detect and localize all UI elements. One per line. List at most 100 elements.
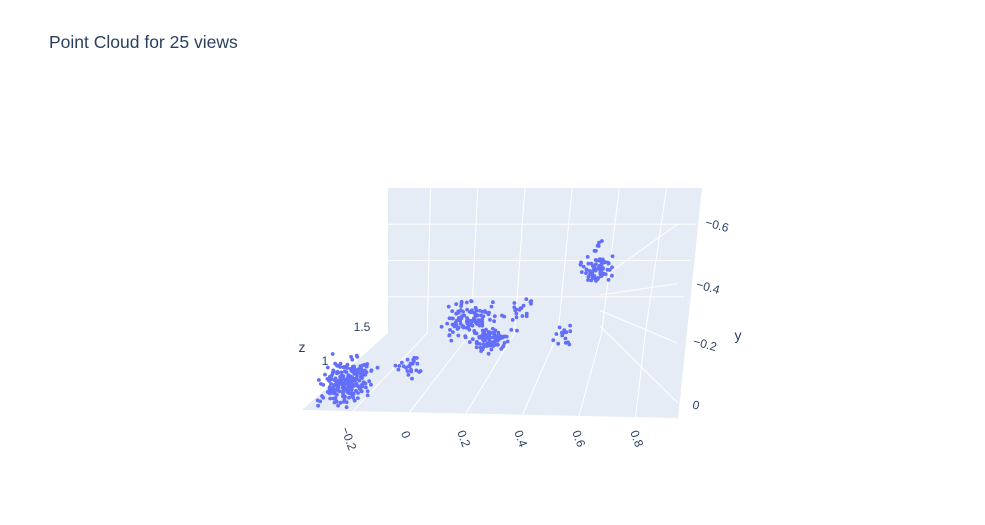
point-544 xyxy=(603,272,608,277)
point-203 xyxy=(334,363,339,368)
point-355 xyxy=(469,299,473,303)
point-16 xyxy=(365,389,370,394)
point-146 xyxy=(317,378,321,382)
point-402 xyxy=(502,341,507,345)
chart-title: Point Cloud for 25 views xyxy=(49,32,238,52)
point-389 xyxy=(505,339,510,344)
point-350 xyxy=(454,311,459,316)
point-304 xyxy=(474,320,479,325)
point-488 xyxy=(561,330,566,335)
point-425 xyxy=(474,345,479,350)
point-436 xyxy=(478,335,483,340)
point-187 xyxy=(360,382,365,387)
point-192 xyxy=(342,381,347,386)
point-210 xyxy=(341,386,346,391)
point-226 xyxy=(346,386,350,390)
point-348 xyxy=(473,305,478,310)
point-137 xyxy=(331,396,336,401)
point-219 xyxy=(332,389,337,394)
y-tick-label: −0.4 xyxy=(695,277,722,297)
point-340 xyxy=(445,321,450,326)
point-559 xyxy=(606,261,611,266)
point-564 xyxy=(595,243,600,248)
point-181 xyxy=(349,355,353,359)
point-134 xyxy=(327,388,332,393)
point-343 xyxy=(491,300,495,305)
point-188 xyxy=(329,373,334,378)
point-70 xyxy=(338,365,342,369)
point-460 xyxy=(510,318,515,322)
point-545 xyxy=(586,278,590,282)
point-189 xyxy=(363,372,368,377)
point-215 xyxy=(341,365,346,370)
point-250 xyxy=(412,359,416,363)
point-225 xyxy=(332,378,337,382)
point-367 xyxy=(480,323,485,328)
point-557 xyxy=(584,271,588,275)
point-47 xyxy=(344,400,349,405)
point-140 xyxy=(337,389,342,394)
point-407 xyxy=(496,330,501,335)
point-cloud-points[interactable] xyxy=(315,239,615,410)
point-95 xyxy=(367,379,372,384)
point-356 xyxy=(460,324,465,329)
point-472 xyxy=(502,314,507,319)
point-313 xyxy=(486,312,491,317)
point-536 xyxy=(578,262,583,267)
point-469 xyxy=(514,315,519,320)
point-478 xyxy=(568,329,573,334)
point-319 xyxy=(456,333,461,338)
point-530 xyxy=(584,267,589,272)
x-grid-floor-3 xyxy=(522,332,559,415)
point-240 xyxy=(406,373,411,377)
side-wall xyxy=(678,188,702,418)
point-554 xyxy=(602,260,607,265)
point-439 xyxy=(487,336,492,341)
point-441 xyxy=(478,345,483,350)
point-361 xyxy=(446,304,451,309)
point-67 xyxy=(356,396,360,400)
point-9 xyxy=(339,370,344,375)
point-245 xyxy=(410,376,414,381)
point-233 xyxy=(414,368,419,373)
y-axis-title: y xyxy=(735,327,742,343)
x-grid-floor-5 xyxy=(635,332,646,418)
point-33 xyxy=(338,400,343,405)
point-540 xyxy=(600,257,605,262)
point-327 xyxy=(484,327,488,332)
point-408 xyxy=(480,328,485,333)
point-198 xyxy=(342,397,347,401)
point-328 xyxy=(458,308,463,312)
point-459 xyxy=(514,311,519,316)
point-396 xyxy=(501,344,505,349)
point-295 xyxy=(479,319,484,323)
point-287 xyxy=(492,319,496,324)
point-483 xyxy=(563,336,568,341)
point-476 xyxy=(551,338,556,343)
point-438 xyxy=(481,345,485,350)
point-132 xyxy=(348,366,353,371)
point-349 xyxy=(492,314,497,319)
point-284 xyxy=(476,318,481,322)
point-248 xyxy=(399,360,404,365)
point-463 xyxy=(529,299,534,303)
point-170 xyxy=(320,394,324,398)
point-301 xyxy=(464,300,469,305)
point-144 xyxy=(351,396,356,400)
point-342 xyxy=(469,310,474,315)
x-grid-floor-2 xyxy=(465,332,515,414)
point-442 xyxy=(515,328,519,333)
point-458 xyxy=(524,314,529,319)
point-191 xyxy=(332,383,337,388)
point-216 xyxy=(346,373,351,378)
x-grid-floor-0 xyxy=(352,332,428,412)
point-252 xyxy=(407,364,411,369)
point-480 xyxy=(554,332,559,336)
point-549 xyxy=(606,278,611,282)
point-200 xyxy=(363,381,368,386)
point-232 xyxy=(405,369,410,373)
point-450 xyxy=(487,342,491,347)
point-178 xyxy=(347,395,351,400)
point-445 xyxy=(487,330,491,334)
